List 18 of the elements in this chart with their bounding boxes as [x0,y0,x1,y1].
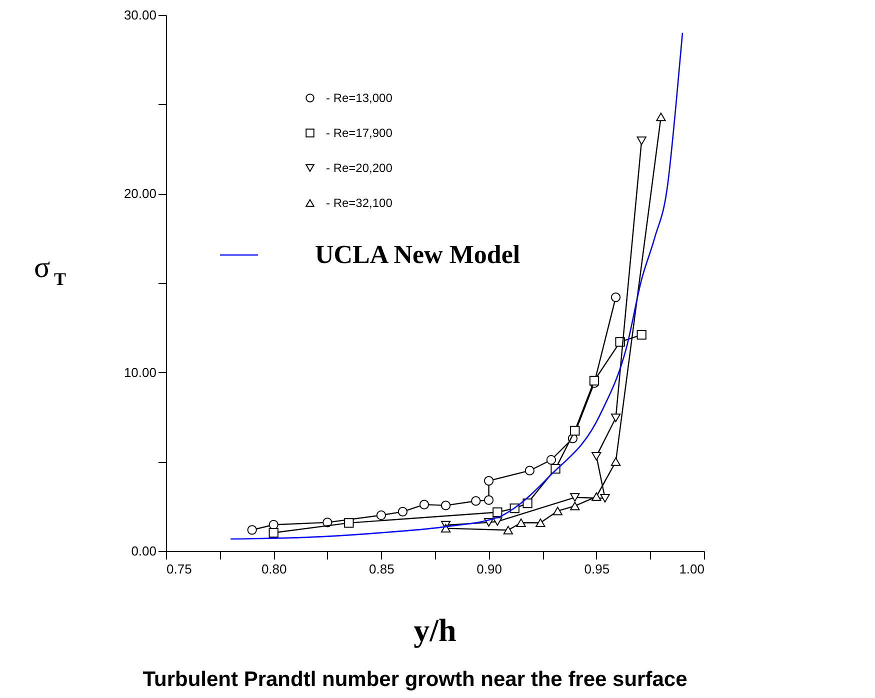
x-tick-label: 1.00 [679,562,704,576]
x-axis-title: y/h [414,612,457,648]
legend-label: - Re=32,100 [326,196,393,210]
text: Turbulent Prandtl number growth near the free surface [142,668,688,691]
y-tick-label: 20.00 [124,186,156,202]
legend-label: - Re=20,200 [326,161,393,175]
legend-label: UCLA New Model [315,240,520,269]
y-tick-label: 10.00 [124,364,156,380]
line-series [230,32,684,540]
x-tick-label: 0.80 [261,562,287,576]
x-tick-label: 0.85 [369,562,394,576]
x-tick-label: 0.95 [584,562,610,576]
x-tick-label: 0.75 [166,562,192,576]
legend-label: - Re=13,000 [326,91,393,105]
x-tick-label: 0.90 [476,562,502,576]
y-tick-label: 0.00 [131,544,156,558]
y-tick-label: 30.00 [124,8,156,22]
legend-label: - Re=17,900 [326,126,393,140]
